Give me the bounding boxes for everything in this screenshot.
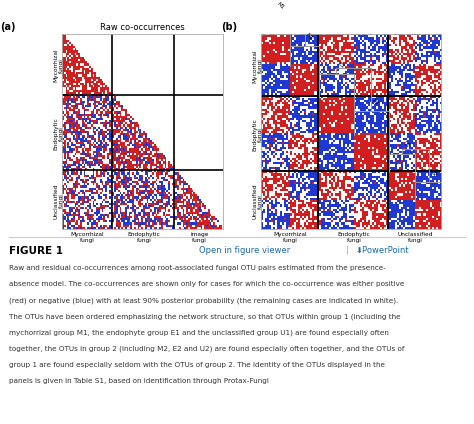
Text: Raw and residual co-occurrences among root-associated fungal OTU pairs estimated: Raw and residual co-occurrences among ro… <box>9 265 386 271</box>
Text: Open in figure viewer: Open in figure viewer <box>199 246 291 255</box>
Text: The OTUs have been ordered emphasizing the network structure, so that OTUs withi: The OTUs have been ordered emphasizing t… <box>9 313 401 320</box>
Title: Raw co-occurrences: Raw co-occurrences <box>100 23 184 32</box>
Text: (red) or negative (blue) with at least 90% posterior probability (the remaining : (red) or negative (blue) with at least 9… <box>9 297 399 304</box>
Text: (b): (b) <box>221 22 237 32</box>
Text: group 1 are found especially seldom with the OTUs of group 2. The identity of th: group 1 are found especially seldom with… <box>9 362 385 368</box>
Text: ⬇PowerPoint: ⬇PowerPoint <box>356 246 409 255</box>
Text: E2: E2 <box>371 99 380 107</box>
Text: absence model. The co-occurrences are shown only for cases for which the co-occu: absence model. The co-occurrences are sh… <box>9 281 405 287</box>
Text: (a): (a) <box>0 22 16 32</box>
Text: M1: M1 <box>276 1 285 11</box>
Text: together, the OTUs in group 2 (including M2, E2 and U2) are found especially oft: together, the OTUs in group 2 (including… <box>9 346 405 352</box>
Text: U1: U1 <box>402 140 411 149</box>
Text: panels is given in Table S1, based on identification through Protax-Fungi: panels is given in Table S1, based on id… <box>9 378 269 384</box>
Text: U2: U2 <box>428 169 438 178</box>
Text: E1: E1 <box>337 61 345 70</box>
Text: |: | <box>346 246 349 255</box>
Text: FIGURE 1: FIGURE 1 <box>9 246 64 256</box>
Text: M2: M2 <box>305 32 314 42</box>
Text: mychorrizal group M1, the endophyte group E1 and the unclassified group U1) are : mychorrizal group M1, the endophyte grou… <box>9 329 389 336</box>
